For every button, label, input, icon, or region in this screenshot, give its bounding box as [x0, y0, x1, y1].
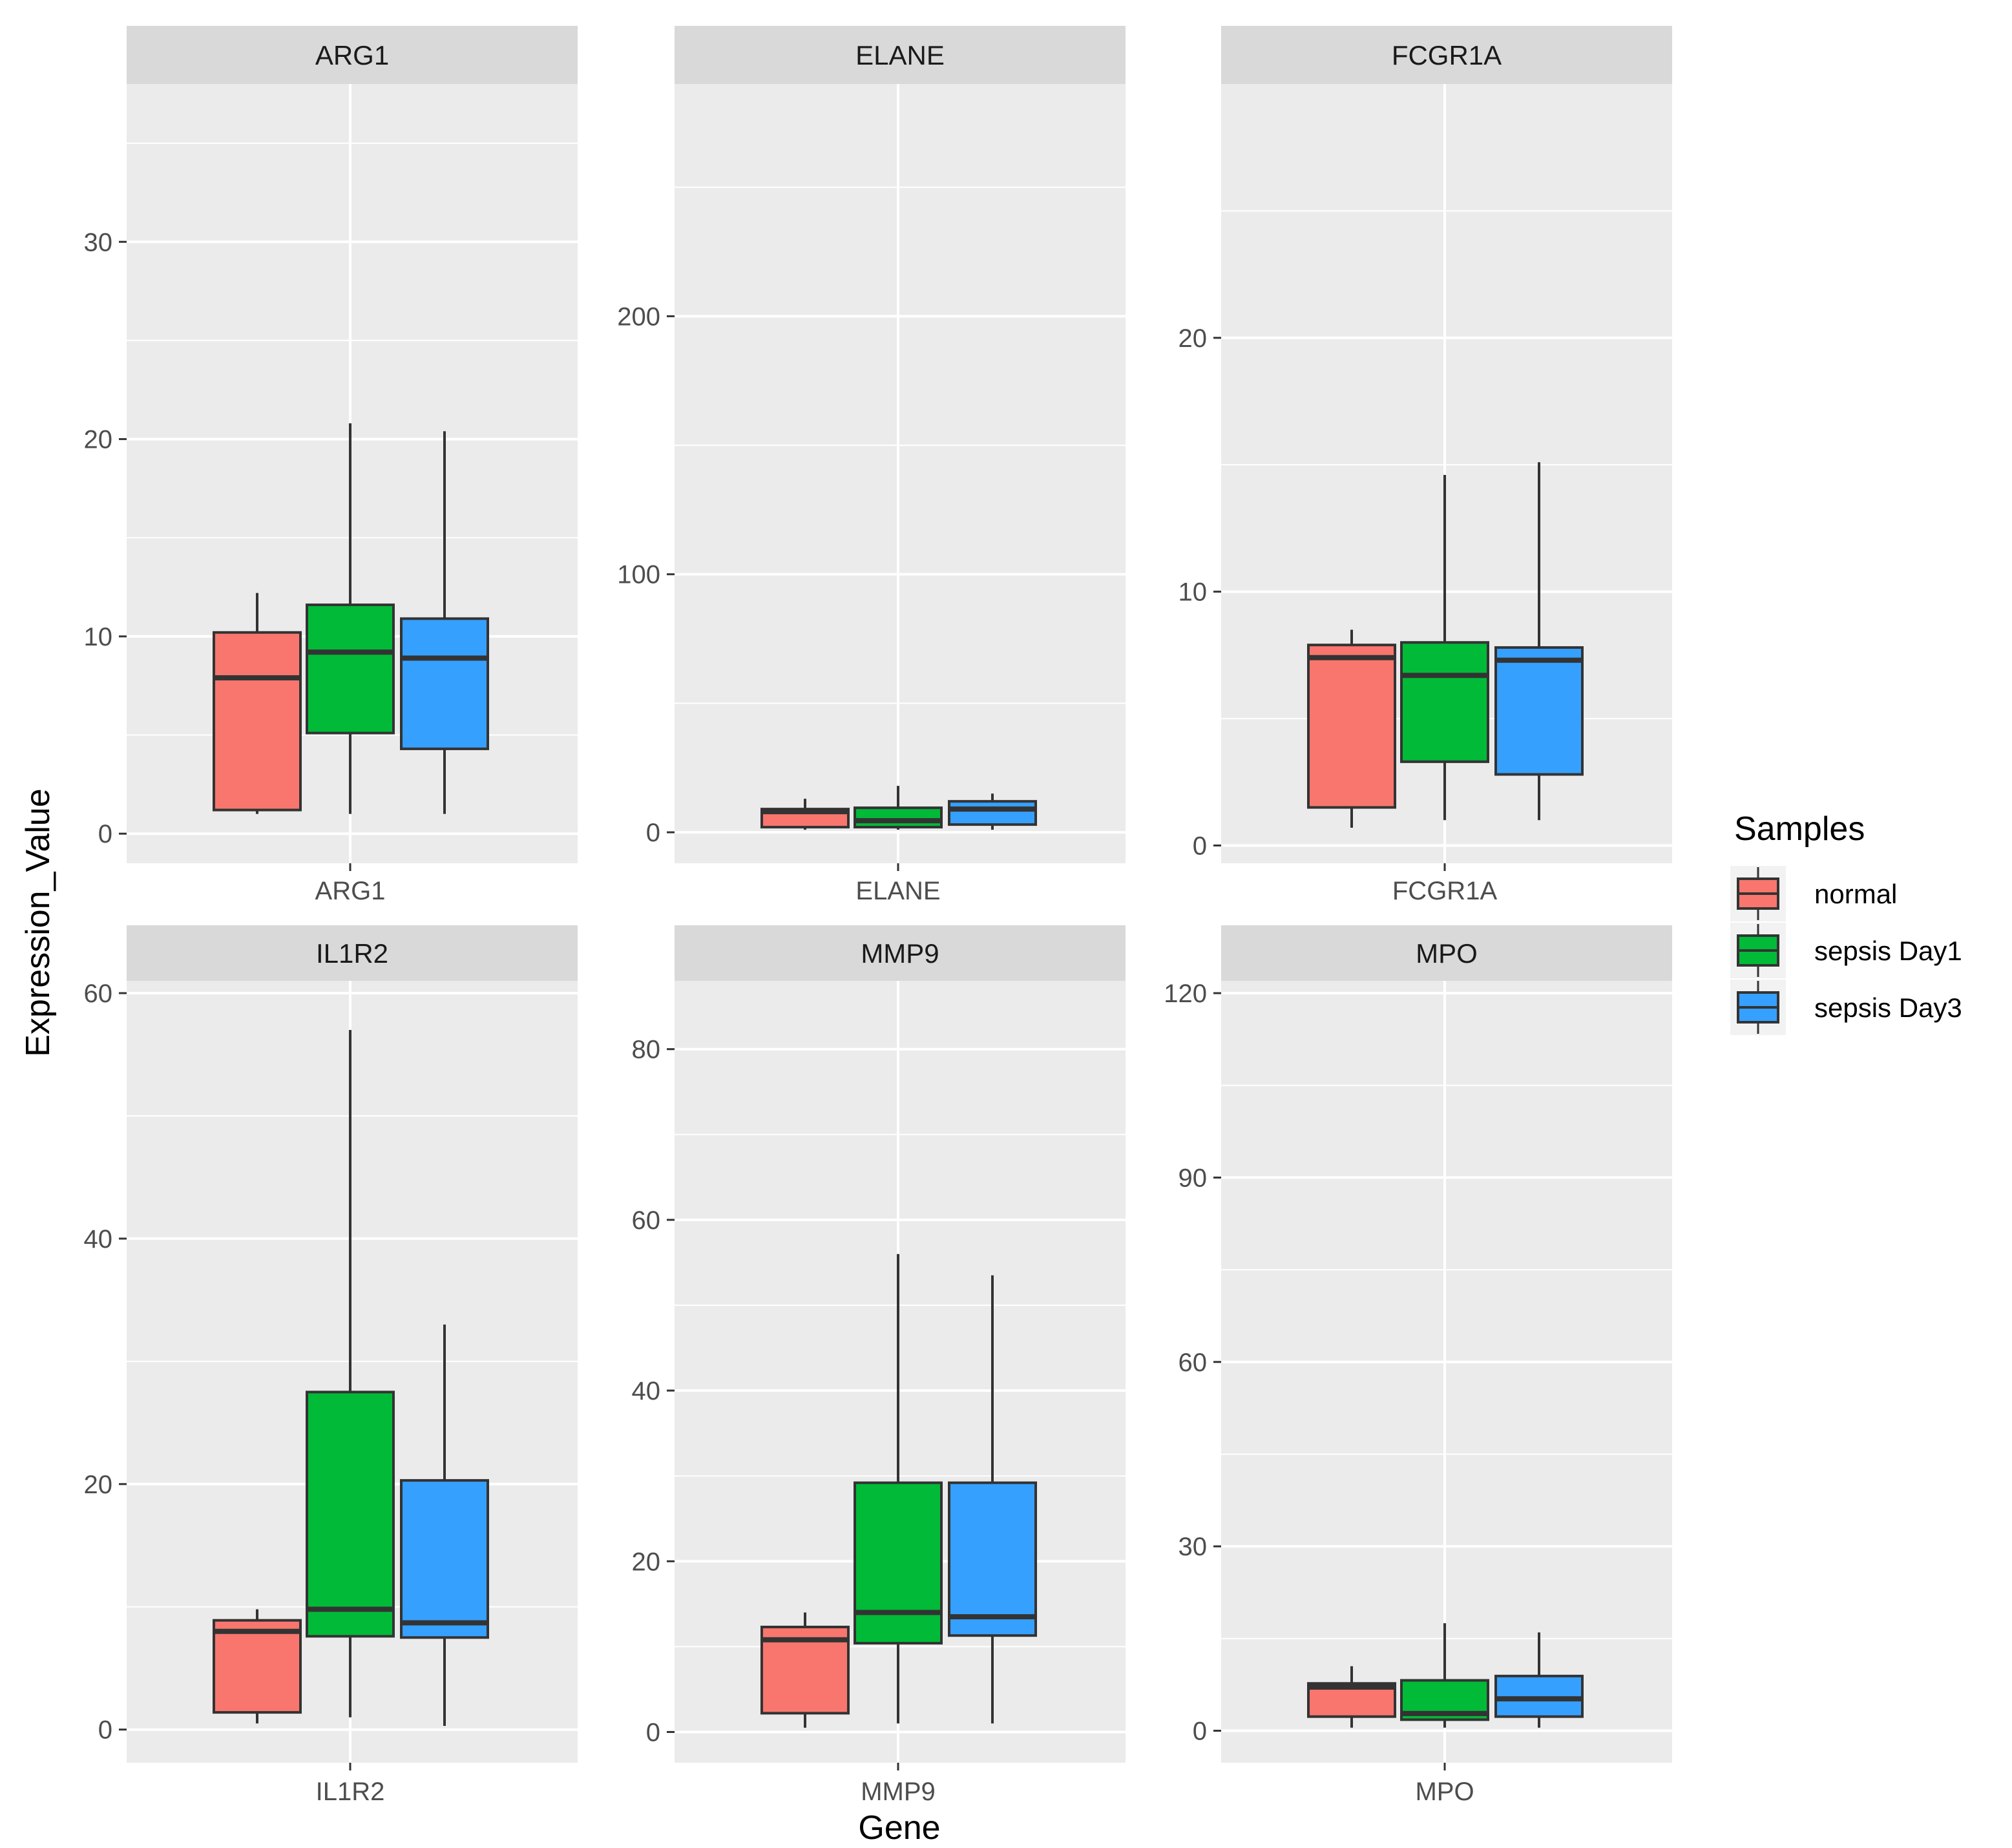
box-body [306, 1391, 395, 1638]
y-tick-label: 200 [617, 302, 660, 331]
y-tick-label: 20 [84, 1471, 113, 1499]
panel-background [675, 84, 1126, 863]
box-body [213, 631, 302, 812]
panel-mpo: MPO 0 30 60 90 120 MPO [1164, 925, 1672, 1806]
box-sepsis-day3 [948, 793, 1037, 830]
box-normal [760, 799, 850, 830]
y-tick-label: 20 [632, 1548, 661, 1576]
legend-label: sepsis Day3 [1814, 992, 1962, 1023]
box-body [854, 1481, 943, 1645]
box-sepsis-day1 [306, 1029, 395, 1717]
box-body [400, 617, 489, 750]
box-sepsis-day3 [1494, 462, 1584, 821]
panel-fcgr1a: FCGR1A 0 10 20 FCGR1A [1179, 26, 1672, 905]
y-tick-label: 60 [632, 1206, 661, 1235]
facet-strip-label: MMP9 [861, 938, 939, 969]
y-tick-label: 10 [1179, 578, 1208, 607]
y-tick-label: 0 [1193, 832, 1207, 861]
y-tick-label: 90 [1179, 1164, 1208, 1192]
facet-strip [675, 26, 1126, 84]
y-tick-label: 40 [632, 1377, 661, 1405]
box-normal [213, 1609, 302, 1724]
panel-elane: ELANE 0 100 200 ELANE [617, 26, 1126, 905]
facet-strip [675, 925, 1126, 981]
panel-background [127, 84, 578, 863]
x-tick-label: ELANE [855, 877, 940, 905]
facet-strip-label: ELANE [855, 40, 945, 70]
y-tick-label: 80 [632, 1036, 661, 1064]
legend-item-sepsis-day3: sepsis Day3 [1730, 980, 1962, 1035]
box-normal [213, 593, 302, 814]
y-axis-title: Expression_Value [19, 788, 57, 1056]
box-body [948, 800, 1037, 826]
y-tick-label: 0 [1193, 1717, 1207, 1746]
y-tick-label: 0 [646, 1718, 660, 1747]
facet-strip [1221, 925, 1672, 981]
box-sepsis-day3 [400, 431, 489, 814]
box-sepsis-day1 [1400, 474, 1489, 821]
panel-arg1: ARG1 0 10 20 30 ARG1 [84, 26, 578, 905]
legend-label: sepsis Day1 [1814, 936, 1962, 966]
x-tick-label: ARG1 [315, 877, 386, 905]
box-sepsis-day1 [854, 786, 943, 830]
facet-strip [127, 925, 578, 981]
y-tick-label: 120 [1164, 980, 1207, 1008]
facet-strip [1221, 26, 1672, 84]
panel-background [127, 981, 578, 1763]
y-tick-label: 30 [1179, 1533, 1208, 1561]
box-body [1307, 644, 1396, 809]
y-tick-label: 20 [84, 426, 113, 454]
box-body [306, 604, 395, 735]
legend-item-sepsis-day1: sepsis Day1 [1730, 923, 1962, 978]
facet-strip-label: ARG1 [315, 40, 389, 70]
x-axis-title: Gene [858, 1809, 940, 1847]
facet-strip [127, 26, 578, 84]
box-sepsis-day3 [400, 1324, 489, 1727]
y-tick-label: 20 [1179, 324, 1208, 353]
box-sepsis-day1 [1400, 1623, 1489, 1728]
x-tick-label: IL1R2 [316, 1778, 385, 1806]
box-body [400, 1479, 489, 1639]
box-normal [1307, 1666, 1396, 1728]
y-tick-label: 0 [646, 819, 660, 847]
box-normal [760, 1612, 850, 1728]
box-body [1494, 646, 1584, 776]
y-tick-label: 100 [617, 561, 660, 589]
x-tick-label: MMP9 [861, 1778, 936, 1806]
box-body [854, 806, 943, 829]
panel-background [1221, 981, 1672, 1763]
y-tick-label: 10 [84, 623, 113, 651]
box-sepsis-day3 [948, 1275, 1037, 1724]
box-body [213, 1619, 302, 1714]
box-sepsis-day1 [854, 1254, 943, 1724]
y-tick-label: 0 [98, 820, 112, 848]
legend: Samples normal sepsis Day1 sepsis Day3 [1730, 810, 1962, 1035]
facet-strip-label: MPO [1416, 938, 1478, 969]
facet-strip-label: IL1R2 [316, 938, 388, 969]
facet-strip-label: FCGR1A [1392, 40, 1502, 70]
y-tick-label: 30 [84, 228, 113, 257]
legend-item-normal: normal [1730, 866, 1897, 921]
box-sepsis-day3 [1494, 1632, 1584, 1728]
legend-title: Samples [1734, 810, 1865, 848]
y-tick-label: 40 [84, 1225, 113, 1254]
x-tick-label: MPO [1415, 1778, 1474, 1806]
box-body [1400, 641, 1489, 763]
y-tick-label: 0 [98, 1716, 112, 1745]
box-sepsis-day1 [306, 423, 395, 814]
facet-panels: ARG10102030ARG1ELANE0100200ELANEFCGR1A01… [84, 26, 1672, 1806]
y-tick-label: 60 [84, 980, 113, 1008]
x-tick-label: FCGR1A [1392, 877, 1498, 905]
box-body [948, 1481, 1037, 1637]
legend-label: normal [1814, 879, 1897, 909]
y-tick-label: 60 [1179, 1349, 1208, 1377]
box-normal [1307, 629, 1396, 828]
panel-background [675, 981, 1126, 1763]
panel-mmp9: MMP9 0 20 40 60 80 MMP9 [632, 925, 1126, 1806]
panel-il1r2: IL1R2 0 20 40 60 IL1R2 [84, 925, 578, 1806]
